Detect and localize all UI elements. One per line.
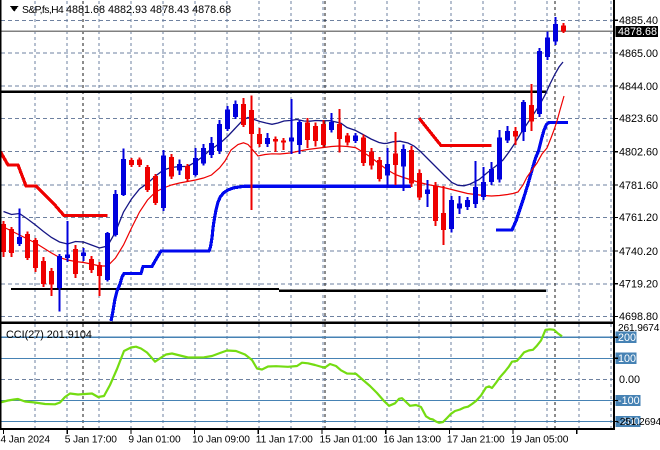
svg-text:17 Jan 21:00: 17 Jan 21:00 <box>447 435 505 446</box>
svg-text:4781.60: 4781.60 <box>619 180 658 192</box>
svg-text:261.9674: 261.9674 <box>618 323 660 334</box>
svg-text:4698.80: 4698.80 <box>619 311 658 323</box>
svg-text:S&P,fs,H4: S&P,fs,H4 <box>22 5 64 16</box>
svg-text:4 Jan 2024: 4 Jan 2024 <box>1 435 51 446</box>
svg-text:19 Jan 05:00: 19 Jan 05:00 <box>511 435 569 446</box>
svg-text:4885.40: 4885.40 <box>619 15 658 27</box>
svg-text:CCI(27) 201.9104: CCI(27) 201.9104 <box>6 329 92 341</box>
svg-text:0.00: 0.00 <box>619 374 640 386</box>
svg-text:200: 200 <box>618 332 636 344</box>
svg-text:-251.2694: -251.2694 <box>617 417 660 428</box>
svg-text:4802.60: 4802.60 <box>619 147 658 159</box>
svg-text:15 Jan 01:00: 15 Jan 01:00 <box>320 435 378 446</box>
svg-text:16 Jan 13:00: 16 Jan 13:00 <box>383 435 441 446</box>
svg-text:4844.00: 4844.00 <box>619 81 658 93</box>
svg-text:4865.00: 4865.00 <box>619 48 658 60</box>
svg-text:4740.20: 4740.20 <box>619 246 658 258</box>
svg-text:4823.60: 4823.60 <box>619 113 658 125</box>
svg-text:4878.68: 4878.68 <box>618 26 657 38</box>
svg-text:4761.20: 4761.20 <box>619 212 658 224</box>
svg-text:4719.20: 4719.20 <box>619 279 658 291</box>
svg-text:100: 100 <box>618 353 636 365</box>
svg-text:5 Jan 17:00: 5 Jan 17:00 <box>65 435 118 446</box>
svg-text:9 Jan 01:00: 9 Jan 01:00 <box>128 435 181 446</box>
svg-text:10 Jan 09:00: 10 Jan 09:00 <box>192 435 250 446</box>
svg-text:11 Jan 17:00: 11 Jan 17:00 <box>256 435 313 446</box>
svg-text:-100: -100 <box>618 395 640 407</box>
svg-text:-200: -200 <box>618 416 640 428</box>
svg-text:4881.68 4882.93 4878.43 4878.6: 4881.68 4882.93 4878.43 4878.68 <box>66 4 231 16</box>
